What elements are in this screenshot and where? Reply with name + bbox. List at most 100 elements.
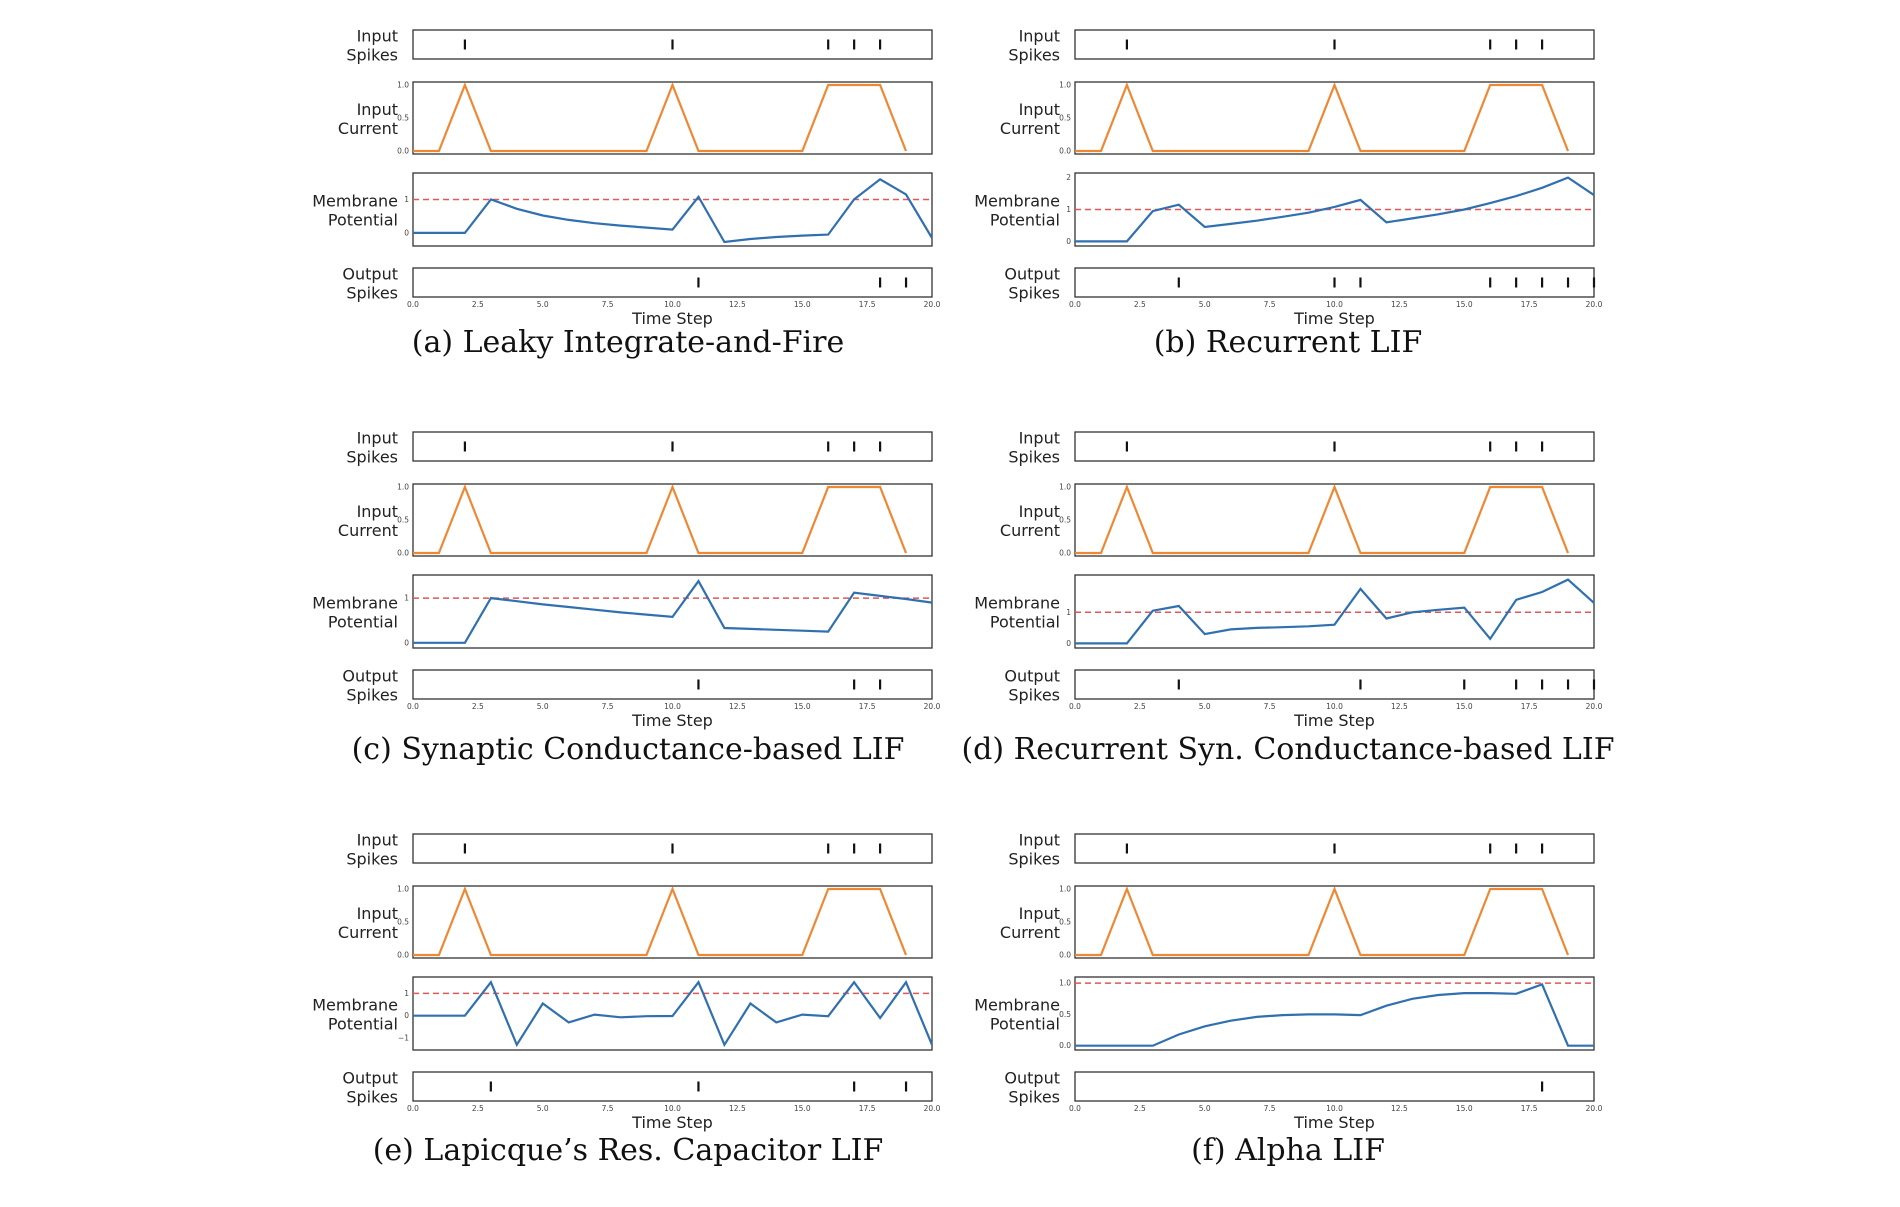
panel-caption-a: (a) Leaky Integrate-and-Fire xyxy=(411,325,845,360)
panel-e: InputSpikesInputCurrent0.00.51.0Membrane… xyxy=(312,831,940,1133)
x-axis-label: Time Step xyxy=(1293,1113,1375,1132)
x-tick-label: 10.0 xyxy=(1326,1104,1343,1113)
y-tick-label: −1 xyxy=(398,1034,409,1043)
x-tick-label: 15.0 xyxy=(1456,702,1473,711)
x-tick-label: 0.0 xyxy=(407,1104,419,1113)
panel-d: InputSpikesInputCurrent0.00.51.0Membrane… xyxy=(974,429,1602,731)
row-label: Spikes xyxy=(1008,686,1060,705)
row-label: Potential xyxy=(328,613,398,632)
panel-b: InputSpikesInputCurrent0.00.51.0Membrane… xyxy=(974,27,1602,329)
x-tick-label: 17.5 xyxy=(859,702,876,711)
x-tick-label: 7.5 xyxy=(1264,300,1276,309)
y-tick-label: 1 xyxy=(1066,205,1071,214)
x-tick-label: 15.0 xyxy=(1456,300,1473,309)
membrane-potential-line xyxy=(1075,983,1594,1047)
x-tick-label: 5.0 xyxy=(537,702,549,711)
x-tick-label: 2.5 xyxy=(1134,1104,1146,1113)
y-tick-label: 0 xyxy=(404,638,409,647)
x-tick-label: 10.0 xyxy=(664,702,681,711)
row-label: Current xyxy=(338,119,398,138)
axes-frame xyxy=(412,483,933,557)
x-tick-label: 7.5 xyxy=(1264,1104,1276,1113)
panel-caption-b: (b) Recurrent LIF xyxy=(1153,325,1423,360)
axes-frame xyxy=(412,1071,933,1102)
input-current-line xyxy=(1075,81,1570,153)
y-tick-label: 0.5 xyxy=(1059,114,1071,123)
row-label: Input xyxy=(357,429,398,448)
x-tick-label: 10.0 xyxy=(1326,702,1343,711)
x-tick-label: 15.0 xyxy=(1456,1104,1473,1113)
x-tick-label: 10.0 xyxy=(664,1104,681,1113)
axes-frame xyxy=(412,172,933,247)
row-label: Input xyxy=(357,502,398,521)
axes-frame xyxy=(1074,976,1595,1051)
row-label: Spikes xyxy=(346,448,398,467)
y-tick-label: 1 xyxy=(1066,608,1071,617)
axes-frame xyxy=(1074,885,1595,959)
x-tick-label: 20.0 xyxy=(1586,300,1603,309)
row-label: Potential xyxy=(990,1015,1060,1034)
panel-caption-e: (e) Lapicque’s Res. Capacitor LIF xyxy=(372,1133,884,1168)
row-label: Current xyxy=(338,521,398,540)
x-tick-label: 15.0 xyxy=(794,1104,811,1113)
row-label: Input xyxy=(357,831,398,850)
x-tick-label: 12.5 xyxy=(729,300,746,309)
y-tick-label: 1.0 xyxy=(1059,885,1071,894)
row-label: Spikes xyxy=(1008,448,1060,467)
x-tick-label: 12.5 xyxy=(729,1104,746,1113)
x-tick-label: 0.0 xyxy=(1069,1104,1081,1113)
x-axis-label: Time Step xyxy=(631,1113,713,1132)
x-tick-label: 20.0 xyxy=(924,300,941,309)
x-tick-label: 12.5 xyxy=(1391,1104,1408,1113)
x-tick-label: 5.0 xyxy=(537,300,549,309)
row-label: Output xyxy=(1004,1069,1060,1088)
row-label: Spikes xyxy=(346,46,398,65)
row-label: Membrane xyxy=(312,594,398,613)
row-label: Input xyxy=(1019,100,1060,119)
x-tick-label: 2.5 xyxy=(472,1104,484,1113)
input-current-line xyxy=(413,885,908,957)
panel-caption-c: (c) Synaptic Conductance-based LIF xyxy=(351,732,905,767)
x-tick-label: 10.0 xyxy=(1326,300,1343,309)
y-tick-label: 1 xyxy=(404,195,409,204)
x-tick-label: 12.5 xyxy=(1391,300,1408,309)
x-tick-label: 17.5 xyxy=(1521,300,1538,309)
y-tick-label: 1.0 xyxy=(1059,81,1071,90)
axes-frame xyxy=(412,885,933,959)
row-label: Spikes xyxy=(1008,284,1060,303)
y-tick-label: 0.0 xyxy=(1059,549,1071,558)
y-tick-label: 0.5 xyxy=(397,918,409,927)
row-label: Output xyxy=(1004,667,1060,686)
row-label: Input xyxy=(357,27,398,46)
y-tick-label: 0.0 xyxy=(1059,951,1071,960)
row-label: Output xyxy=(1004,265,1060,284)
membrane-potential-line xyxy=(413,579,933,644)
panel-caption-f: (f) Alpha LIF xyxy=(1191,1133,1385,1168)
input-current-line xyxy=(1075,483,1570,555)
y-tick-label: 1.0 xyxy=(397,885,409,894)
axes-frame xyxy=(412,81,933,155)
y-tick-label: 0.5 xyxy=(397,516,409,525)
input-current-line xyxy=(413,483,908,555)
row-label: Output xyxy=(342,667,398,686)
x-axis-label: Time Step xyxy=(631,309,713,328)
y-tick-label: 1.0 xyxy=(397,483,409,492)
row-label: Spikes xyxy=(346,1088,398,1107)
axes-frame xyxy=(1074,1071,1595,1102)
